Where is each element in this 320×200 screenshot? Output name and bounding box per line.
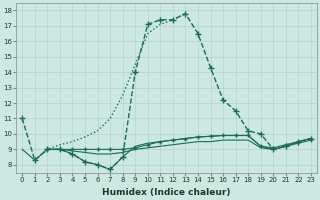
X-axis label: Humidex (Indice chaleur): Humidex (Indice chaleur) <box>102 188 231 197</box>
